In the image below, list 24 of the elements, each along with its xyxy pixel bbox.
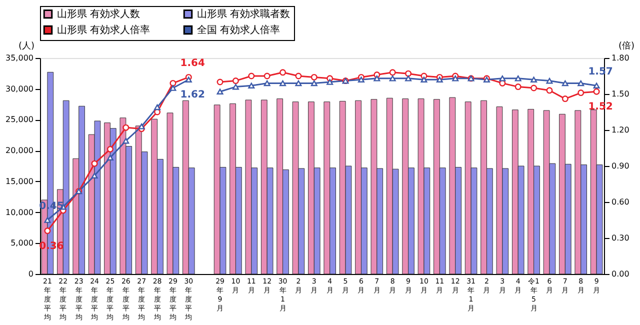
- y2-tick-label: 0.60: [612, 198, 630, 206]
- y-tick-label: 15,000: [6, 176, 34, 186]
- y2-axis-title: (倍): [618, 40, 635, 52]
- y-tick-label: 30,000: [6, 84, 34, 94]
- legend-label: 山形県 有効求人倍率: [57, 24, 150, 36]
- legend-label: 山形県 有効求人数: [57, 8, 140, 20]
- y2-tick-label: 0.30: [612, 234, 630, 242]
- data-label: 1.64: [180, 58, 206, 70]
- y-tick-label: 10,000: [6, 208, 34, 217]
- legend-label: 山形県 有効求職者数: [197, 8, 290, 20]
- y2-tick-label: 1.50: [612, 90, 630, 98]
- data-label: 0.36: [39, 240, 64, 252]
- y-tick-label: 5,000: [10, 238, 34, 248]
- y-axis-title: (人): [18, 40, 34, 52]
- legend-label: 全国 有効求人倍率: [197, 24, 280, 36]
- y2-tick-label: 1.80: [612, 54, 630, 62]
- y2-tick-label: 1.20: [612, 126, 630, 134]
- y-tick-label: 0: [28, 270, 34, 278]
- data-label: 1.62: [180, 90, 206, 101]
- y-tick-label: 25,000: [6, 115, 34, 124]
- y-tick-label: 20,000: [6, 146, 34, 156]
- y2-tick-label: 0.90: [612, 162, 630, 170]
- y-tick-label: 35,000: [6, 54, 34, 62]
- y2-tick-label: 0.00: [612, 270, 630, 278]
